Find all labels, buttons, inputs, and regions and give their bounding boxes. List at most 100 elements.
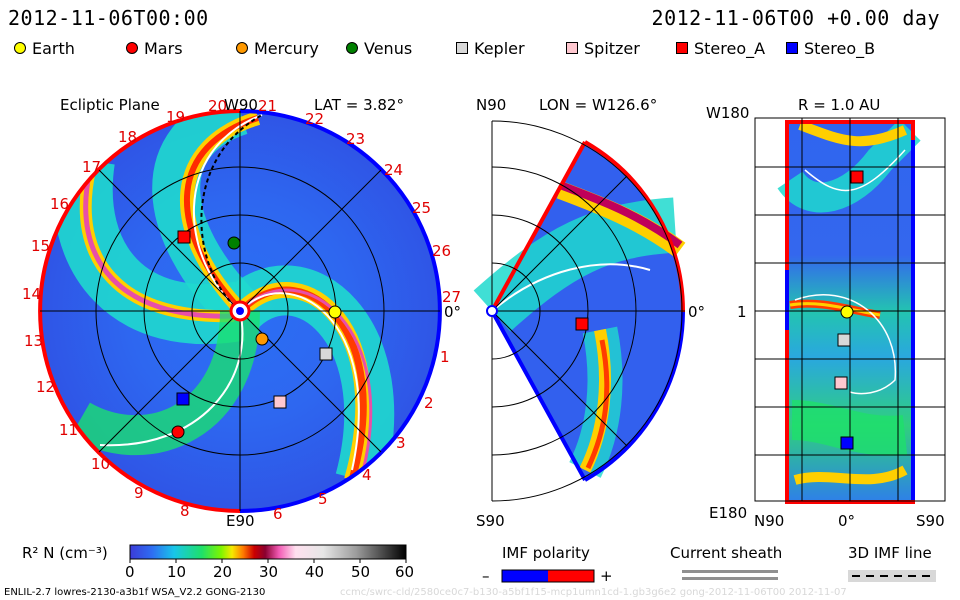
imf-minus-label: –	[482, 567, 490, 585]
legend-earth: Earth	[14, 38, 75, 58]
rim-tick-label: 17	[82, 158, 102, 176]
rim-tick-label: 15	[31, 237, 51, 255]
rim-tick-label: 27	[442, 288, 462, 306]
colorbar-label: R² N (cm⁻³)	[22, 544, 108, 562]
rim-tick-label: 4	[362, 466, 372, 484]
rim-tick-label: 19	[166, 108, 186, 126]
rim-tick-label: 6	[273, 505, 283, 523]
colorbar-tick-label: 30	[259, 563, 279, 581]
kepler-marker	[319, 347, 333, 361]
legend-label: Mars	[144, 38, 183, 58]
legend-label: Stereo_B	[804, 38, 876, 58]
kepler-marker-icon	[456, 42, 468, 54]
rim-tick-label: 12	[36, 378, 56, 396]
rim-tick-label: 20	[208, 97, 228, 115]
legend-label: Stereo_A	[694, 38, 766, 58]
rim-tick-label: 21	[258, 97, 278, 115]
rim-tick-label: 1	[440, 348, 450, 366]
stereo-a-marker	[575, 317, 589, 331]
meridional-lon-label: LON = W126.6°	[539, 96, 658, 114]
sun-icon	[486, 305, 498, 317]
legend-label: Spitzer	[584, 38, 640, 58]
legend-mercury: Mercury	[236, 38, 319, 58]
meridional-n90: N90	[476, 96, 507, 114]
imf-polarity-bar	[501, 569, 595, 583]
stereo-a-marker	[850, 170, 864, 184]
rim-tick-label: 23	[346, 130, 366, 148]
rim-tick-label: 2	[424, 394, 434, 412]
stereo-a-marker-icon	[676, 42, 688, 54]
current-sheath-line-icon	[682, 577, 778, 580]
object-legend: Earth Mars Mercury Venus Kepler Spitzer …	[10, 38, 950, 60]
colorbar-tick-label: 10	[167, 563, 187, 581]
colorbar-tick-label: 50	[351, 563, 371, 581]
ecliptic-lat-label: LAT = 3.82°	[314, 96, 404, 114]
rim-tick-label: 9	[134, 484, 144, 502]
stereo-b-marker	[176, 392, 190, 406]
legend-label: Earth	[32, 38, 75, 58]
right-timestamp: 2012-11-06T00 +0.00 day	[651, 6, 940, 30]
ecliptic-zero-label: 0°	[444, 303, 462, 321]
imf-line-label: 3D IMF line	[848, 544, 932, 562]
rim-tick-label: 18	[118, 128, 138, 146]
rim-tick-label: 11	[59, 421, 79, 439]
colorbar-tick-label: 20	[213, 563, 233, 581]
model-info-footer: ENLIL-2.7 lowres-2130-a3b1f WSA_V2.2 GON…	[4, 587, 266, 598]
rim-tick-label: 14	[22, 285, 42, 303]
legend-label: Venus	[364, 38, 413, 58]
radial-x-tick: 0°	[838, 512, 856, 530]
current-sheath-line-icon	[682, 570, 778, 573]
ecliptic-plane-panel	[38, 109, 442, 513]
radial-panel	[754, 117, 946, 504]
colorbar-tick-label: 60	[395, 563, 415, 581]
legend-spitzer: Spitzer	[566, 38, 640, 58]
legend-label: Mercury	[254, 38, 319, 58]
imf-polarity-label: IMF polarity	[502, 544, 590, 562]
radial-w180: W180	[706, 104, 750, 122]
legend-kepler: Kepler	[456, 38, 525, 58]
legend-label: Kepler	[474, 38, 525, 58]
rim-tick-label: 26	[432, 242, 452, 260]
legend-stereo-a: Stereo_A	[676, 38, 765, 58]
rim-tick-label: 25	[412, 199, 432, 217]
legend-stereo-b: Stereo_B	[786, 38, 875, 58]
imf-plus-label: +	[600, 567, 613, 585]
kepler-marker	[837, 333, 851, 347]
spitzer-marker	[273, 395, 287, 409]
rim-tick-label: 8	[180, 502, 190, 520]
earth-marker	[840, 305, 854, 319]
rim-tick-label: 5	[318, 490, 328, 508]
earth-marker	[328, 305, 342, 319]
density-colorbar	[129, 544, 407, 560]
ecliptic-title: Ecliptic Plane	[60, 96, 160, 114]
meridional-zero-label: 0°	[688, 303, 706, 321]
colorbar-ticks	[129, 559, 407, 563]
left-timestamp: 2012-11-06T00:00	[8, 6, 209, 30]
venus-marker-icon	[346, 42, 358, 54]
radial-x-tick: N90	[754, 512, 785, 530]
meridional-s90: S90	[476, 512, 505, 530]
radial-x-tick: S90	[916, 512, 945, 530]
stereo-b-marker-icon	[786, 42, 798, 54]
spitzer-marker-icon	[566, 42, 578, 54]
mercury-marker	[255, 332, 269, 346]
mars-marker-icon	[126, 42, 138, 54]
venus-marker	[227, 236, 241, 250]
ecliptic-w90: W90	[224, 96, 258, 114]
radial-r-label: R = 1.0 AU	[798, 96, 881, 114]
rim-tick-label: 16	[50, 195, 70, 213]
radial-mid-label: 1	[737, 303, 747, 321]
rim-tick-label: 13	[24, 332, 44, 350]
ecliptic-e90: E90	[226, 512, 255, 530]
legend-mars: Mars	[126, 38, 183, 58]
run-id-watermark: ccmc/swrc-cld/2580ce0c7-b130-a5bf1f15-mc…	[340, 587, 847, 598]
mercury-marker-icon	[236, 42, 248, 54]
colorbar-tick-label: 40	[305, 563, 325, 581]
rim-tick-label: 24	[384, 161, 404, 179]
rim-tick-label: 10	[91, 455, 111, 473]
legend-venus: Venus	[346, 38, 412, 58]
sun-core-icon	[236, 307, 244, 315]
stereo-b-marker	[840, 436, 854, 450]
radial-e180: E180	[709, 504, 748, 522]
